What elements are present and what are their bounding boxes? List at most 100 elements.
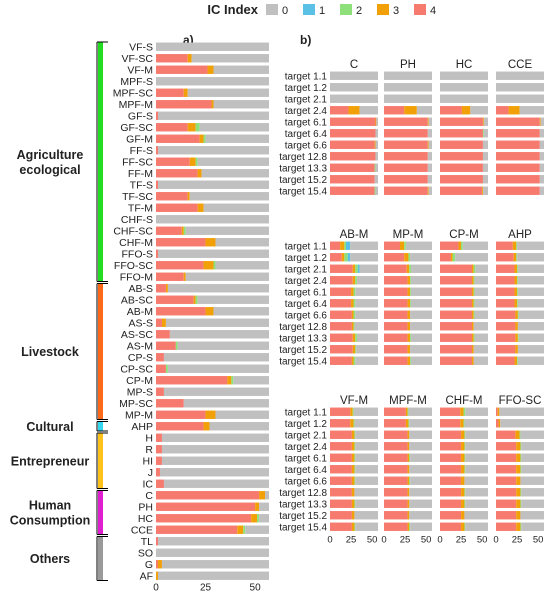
bar-segment-4 — [496, 511, 517, 520]
bar-segment-0 — [209, 422, 269, 431]
bar-segment-0 — [197, 157, 269, 166]
bar-segment-0 — [215, 261, 269, 270]
bar-segment-4 — [330, 253, 342, 262]
bar-segment-4 — [156, 307, 206, 316]
bar-segment-4 — [496, 488, 517, 497]
bar-segment-2 — [353, 322, 355, 331]
target-label: target 6.6 — [285, 141, 328, 152]
bar-segment-0 — [356, 333, 378, 342]
bar-segment-4 — [496, 430, 516, 439]
bar-segment-4 — [330, 511, 352, 520]
legend-label-3: 3 — [393, 5, 399, 17]
bar-segment-3 — [516, 453, 521, 462]
bar-segment-4 — [330, 499, 352, 508]
bar-segment-0 — [161, 560, 269, 569]
bar-segment-3 — [407, 276, 411, 285]
bar-segment-3 — [461, 453, 465, 462]
x-tick-label: 50 — [250, 583, 262, 594]
bar-segment-2 — [409, 522, 411, 531]
target-label: target 13.3 — [279, 500, 327, 511]
bar-segment-3 — [407, 499, 410, 508]
bar-segment-2 — [520, 465, 522, 474]
bar-segment-0 — [521, 522, 544, 531]
bar-segment-4 — [440, 419, 461, 428]
bar-segment-0 — [350, 241, 378, 250]
bar-segment-0 — [475, 264, 488, 273]
bar-segment-3 — [350, 419, 354, 428]
bar-segment-4 — [156, 123, 188, 132]
bar-segment-0 — [427, 152, 432, 161]
bar-segment-0 — [354, 488, 378, 497]
category-label: MPF-S — [120, 76, 153, 88]
bar-segment-4 — [496, 106, 509, 115]
bar-segment-4 — [156, 295, 194, 304]
panel-a-chart: VF-SVF-SCVF-MMPF-SMPF-SCMPF-MGF-SGF-SCGF… — [113, 42, 269, 594]
bar-segment-0 — [161, 445, 269, 454]
bar-segment-4 — [496, 152, 540, 161]
bar-segment-0 — [376, 117, 378, 126]
legend-swatch-2 — [340, 4, 352, 15]
bar-segment-2 — [410, 287, 411, 296]
group-bar — [98, 421, 103, 431]
target-label: target 2.4 — [285, 442, 328, 453]
bar-segment-2 — [464, 522, 466, 531]
bar-segment-4 — [156, 203, 198, 212]
bar-segment-4 — [156, 410, 206, 419]
category-label: IC — [143, 479, 154, 491]
bar-segment-4 — [330, 333, 353, 342]
bar-segment-3 — [472, 333, 474, 342]
bar-segment-2 — [473, 276, 475, 285]
target-label: target 15.2 — [279, 511, 327, 522]
bar-segment-0 — [473, 356, 488, 365]
bar-segment-1 — [357, 264, 360, 273]
bar-segment-0 — [359, 264, 378, 273]
category-label: CP-M — [126, 375, 153, 387]
bar-segment-4 — [384, 442, 408, 451]
bar-segment-4 — [384, 241, 400, 250]
x-tick-label: 50 — [367, 535, 378, 546]
bar-segment-0 — [465, 407, 488, 416]
category-label: C — [145, 490, 153, 502]
bar-segment-4 — [440, 140, 483, 149]
bar-segment-4 — [330, 175, 375, 184]
bar-segment-0 — [355, 453, 378, 462]
bar-segment-0 — [517, 287, 544, 296]
bar-segment-0 — [356, 345, 378, 354]
bar-segment-4 — [496, 241, 513, 250]
subpanel-title: AB-M — [340, 229, 369, 241]
target-label: target 6.6 — [285, 477, 328, 488]
bar-segment-0 — [473, 345, 488, 354]
bar-segment-0 — [330, 83, 378, 92]
group-bar — [98, 283, 103, 420]
bar-segment-4 — [156, 341, 176, 350]
bar-segment-4 — [330, 322, 352, 331]
bar-segment-0 — [410, 310, 432, 319]
bar-segment-3 — [458, 241, 462, 250]
bar-segment-0 — [520, 430, 544, 439]
bar-segment-4 — [384, 407, 406, 416]
bar-segment-0 — [156, 215, 269, 224]
bar-segment-4 — [156, 111, 158, 120]
bar-segment-3 — [203, 422, 210, 431]
category-label: AS-S — [128, 318, 153, 330]
bar-segment-2 — [464, 488, 466, 497]
bar-segment-2 — [407, 407, 409, 416]
bar-segment-0 — [384, 71, 432, 80]
bar-segment-4 — [496, 264, 515, 273]
bar-segment-3 — [351, 287, 354, 296]
bar-segment-4 — [496, 476, 517, 485]
target-label: target 15.2 — [279, 345, 327, 356]
bar-segment-4 — [156, 65, 208, 74]
bar-segment-4 — [496, 345, 516, 354]
bar-segment-2 — [473, 310, 475, 319]
bar-segment-4 — [156, 445, 162, 454]
target-label: target 12.8 — [279, 488, 327, 499]
bar-segment-3 — [352, 345, 356, 354]
bar-segment-0 — [410, 299, 432, 308]
bar-segment-4 — [330, 407, 351, 416]
bar-segment-2 — [409, 476, 411, 485]
legend-swatch-4 — [414, 4, 426, 15]
bar-segment-4 — [384, 106, 405, 115]
bar-segment-0 — [375, 140, 378, 149]
bar-segment-0 — [205, 134, 269, 143]
